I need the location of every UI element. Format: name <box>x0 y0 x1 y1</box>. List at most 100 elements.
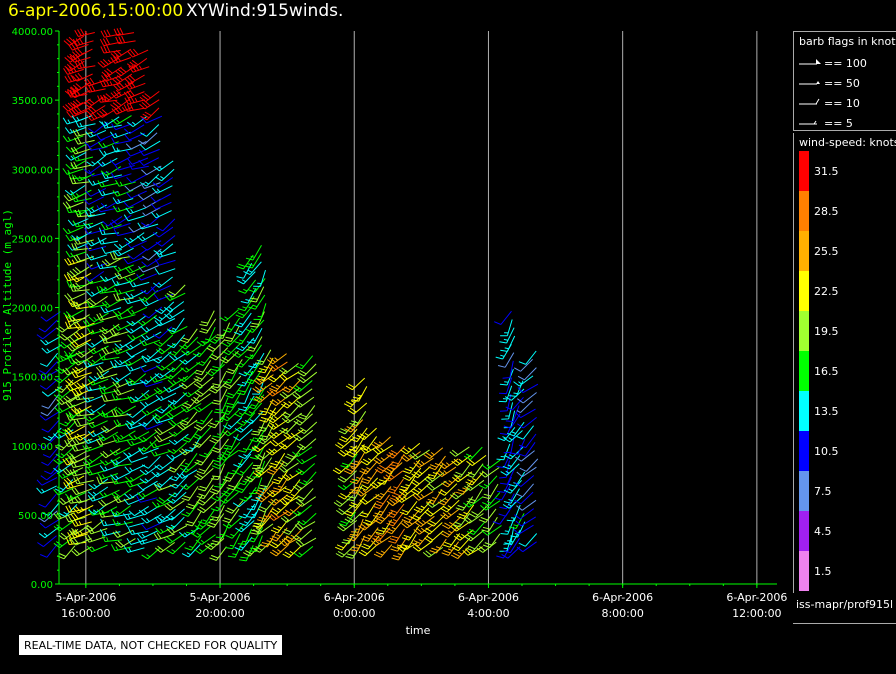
wind-barb <box>65 375 86 386</box>
wind-barb <box>109 131 131 139</box>
wind-barb <box>66 342 88 352</box>
wind-barb <box>111 105 133 115</box>
wind-barb <box>100 423 122 434</box>
wind-barb <box>71 388 93 397</box>
wind-barb <box>401 509 420 523</box>
wind-barb <box>152 177 173 188</box>
wind-barb <box>466 488 484 504</box>
wind-speed-legend-title: wind-speed: knots <box>799 136 896 149</box>
wind-barb <box>123 257 144 265</box>
barb-legend-row: == 100 <box>794 54 896 74</box>
wind-barb <box>494 485 511 501</box>
wind-barb <box>38 319 58 333</box>
wind-barb <box>112 518 133 527</box>
chart-axes: 5-Apr-2006 16:00:00 5-Apr-2006 20:00:00 6-Ap… <box>12 27 788 620</box>
wind-barb <box>508 513 525 529</box>
wind-barb <box>88 345 109 355</box>
wind-barb <box>435 466 457 478</box>
wind-barb <box>269 394 290 407</box>
wind-barb <box>123 356 144 367</box>
wind-barb <box>123 214 145 222</box>
wind-barb <box>517 383 539 394</box>
wind-barb <box>235 520 255 533</box>
wind-barb <box>177 419 198 431</box>
wind-barb <box>126 456 148 463</box>
wind-barb <box>99 529 121 537</box>
wind-barb <box>348 452 365 468</box>
wind-barb <box>38 493 57 508</box>
wind-barb <box>199 318 217 334</box>
barb-symbol-icon <box>799 81 820 85</box>
wind-barb <box>221 483 240 497</box>
barb-symbol-icon <box>799 120 817 125</box>
wind-barb <box>258 473 275 490</box>
wind-barb <box>452 512 471 528</box>
wind-profile-chart: 5-Apr-2006 16:00:00 5-Apr-2006 20:00:00 6-Ap… <box>1 27 788 637</box>
barb-symbol-icon <box>799 59 821 65</box>
wind-barb <box>219 309 239 322</box>
wind-barb <box>87 295 108 307</box>
wind-barb <box>209 430 228 444</box>
wind-barb <box>138 132 158 145</box>
wind-barb <box>39 377 60 390</box>
wind-barb <box>180 328 198 344</box>
wind-barb <box>412 540 433 552</box>
wind-barb <box>126 406 147 418</box>
wind-barb <box>136 273 158 281</box>
wind-barb <box>265 444 286 456</box>
wind-barb <box>410 482 431 496</box>
wind-barb <box>141 182 161 189</box>
wind-barb <box>109 252 131 260</box>
wind-barb <box>140 281 160 295</box>
wind-barb <box>400 442 421 455</box>
wind-barb <box>355 485 376 497</box>
wind-barb <box>73 476 94 485</box>
wind-barb <box>221 334 241 348</box>
wind-barb <box>139 173 160 187</box>
wind-barb <box>96 371 118 380</box>
wind-barb <box>292 529 313 542</box>
wind-barb <box>167 317 185 333</box>
wind-barb <box>351 386 368 402</box>
wind-barb <box>373 452 394 465</box>
wind-barb <box>425 489 443 505</box>
wind-barb <box>96 286 117 294</box>
wind-barb <box>87 428 109 438</box>
wind-barb <box>338 420 357 435</box>
wind-barb <box>238 395 255 412</box>
wind-barb <box>281 470 303 481</box>
wind-barb <box>296 454 317 465</box>
wind-barb <box>441 524 460 538</box>
wind-barb <box>69 468 91 477</box>
wind-barb <box>359 436 378 451</box>
wind-barb <box>497 352 515 368</box>
title-time: 6-apr-2006,15:00:00 <box>8 1 184 21</box>
wind-barb <box>65 250 87 258</box>
wind-barb <box>270 519 289 534</box>
wind-barb <box>112 435 134 443</box>
wind-barb <box>225 392 242 408</box>
wind-barb <box>41 502 60 517</box>
wind-barb <box>166 491 187 504</box>
wind-barb <box>253 303 267 320</box>
wind-barb <box>179 336 199 350</box>
wind-barb <box>70 297 91 309</box>
wind-barb <box>450 487 470 500</box>
wind-speed-legend-row: 10.5 <box>794 431 896 471</box>
wind-barb <box>190 393 211 404</box>
wind-barb <box>112 197 134 205</box>
y-tick-label: 4000.00 <box>12 27 53 38</box>
wind-barb <box>441 475 461 488</box>
wind-barb <box>375 519 393 535</box>
wind-barb <box>518 442 536 457</box>
quality-warning-box: REAL-TIME DATA, NOT CHECKED FOR QUALITY <box>19 635 283 655</box>
wind-barb <box>74 430 95 441</box>
wind-barb <box>181 486 199 501</box>
barb-legend-title: barb flags in knots <box>799 35 896 48</box>
wind-barb <box>225 533 241 550</box>
wind-barb <box>128 162 149 170</box>
wind-barb <box>437 491 456 506</box>
wind-barb <box>124 489 145 500</box>
wind-barb <box>453 463 472 478</box>
wind-barb <box>141 389 162 399</box>
